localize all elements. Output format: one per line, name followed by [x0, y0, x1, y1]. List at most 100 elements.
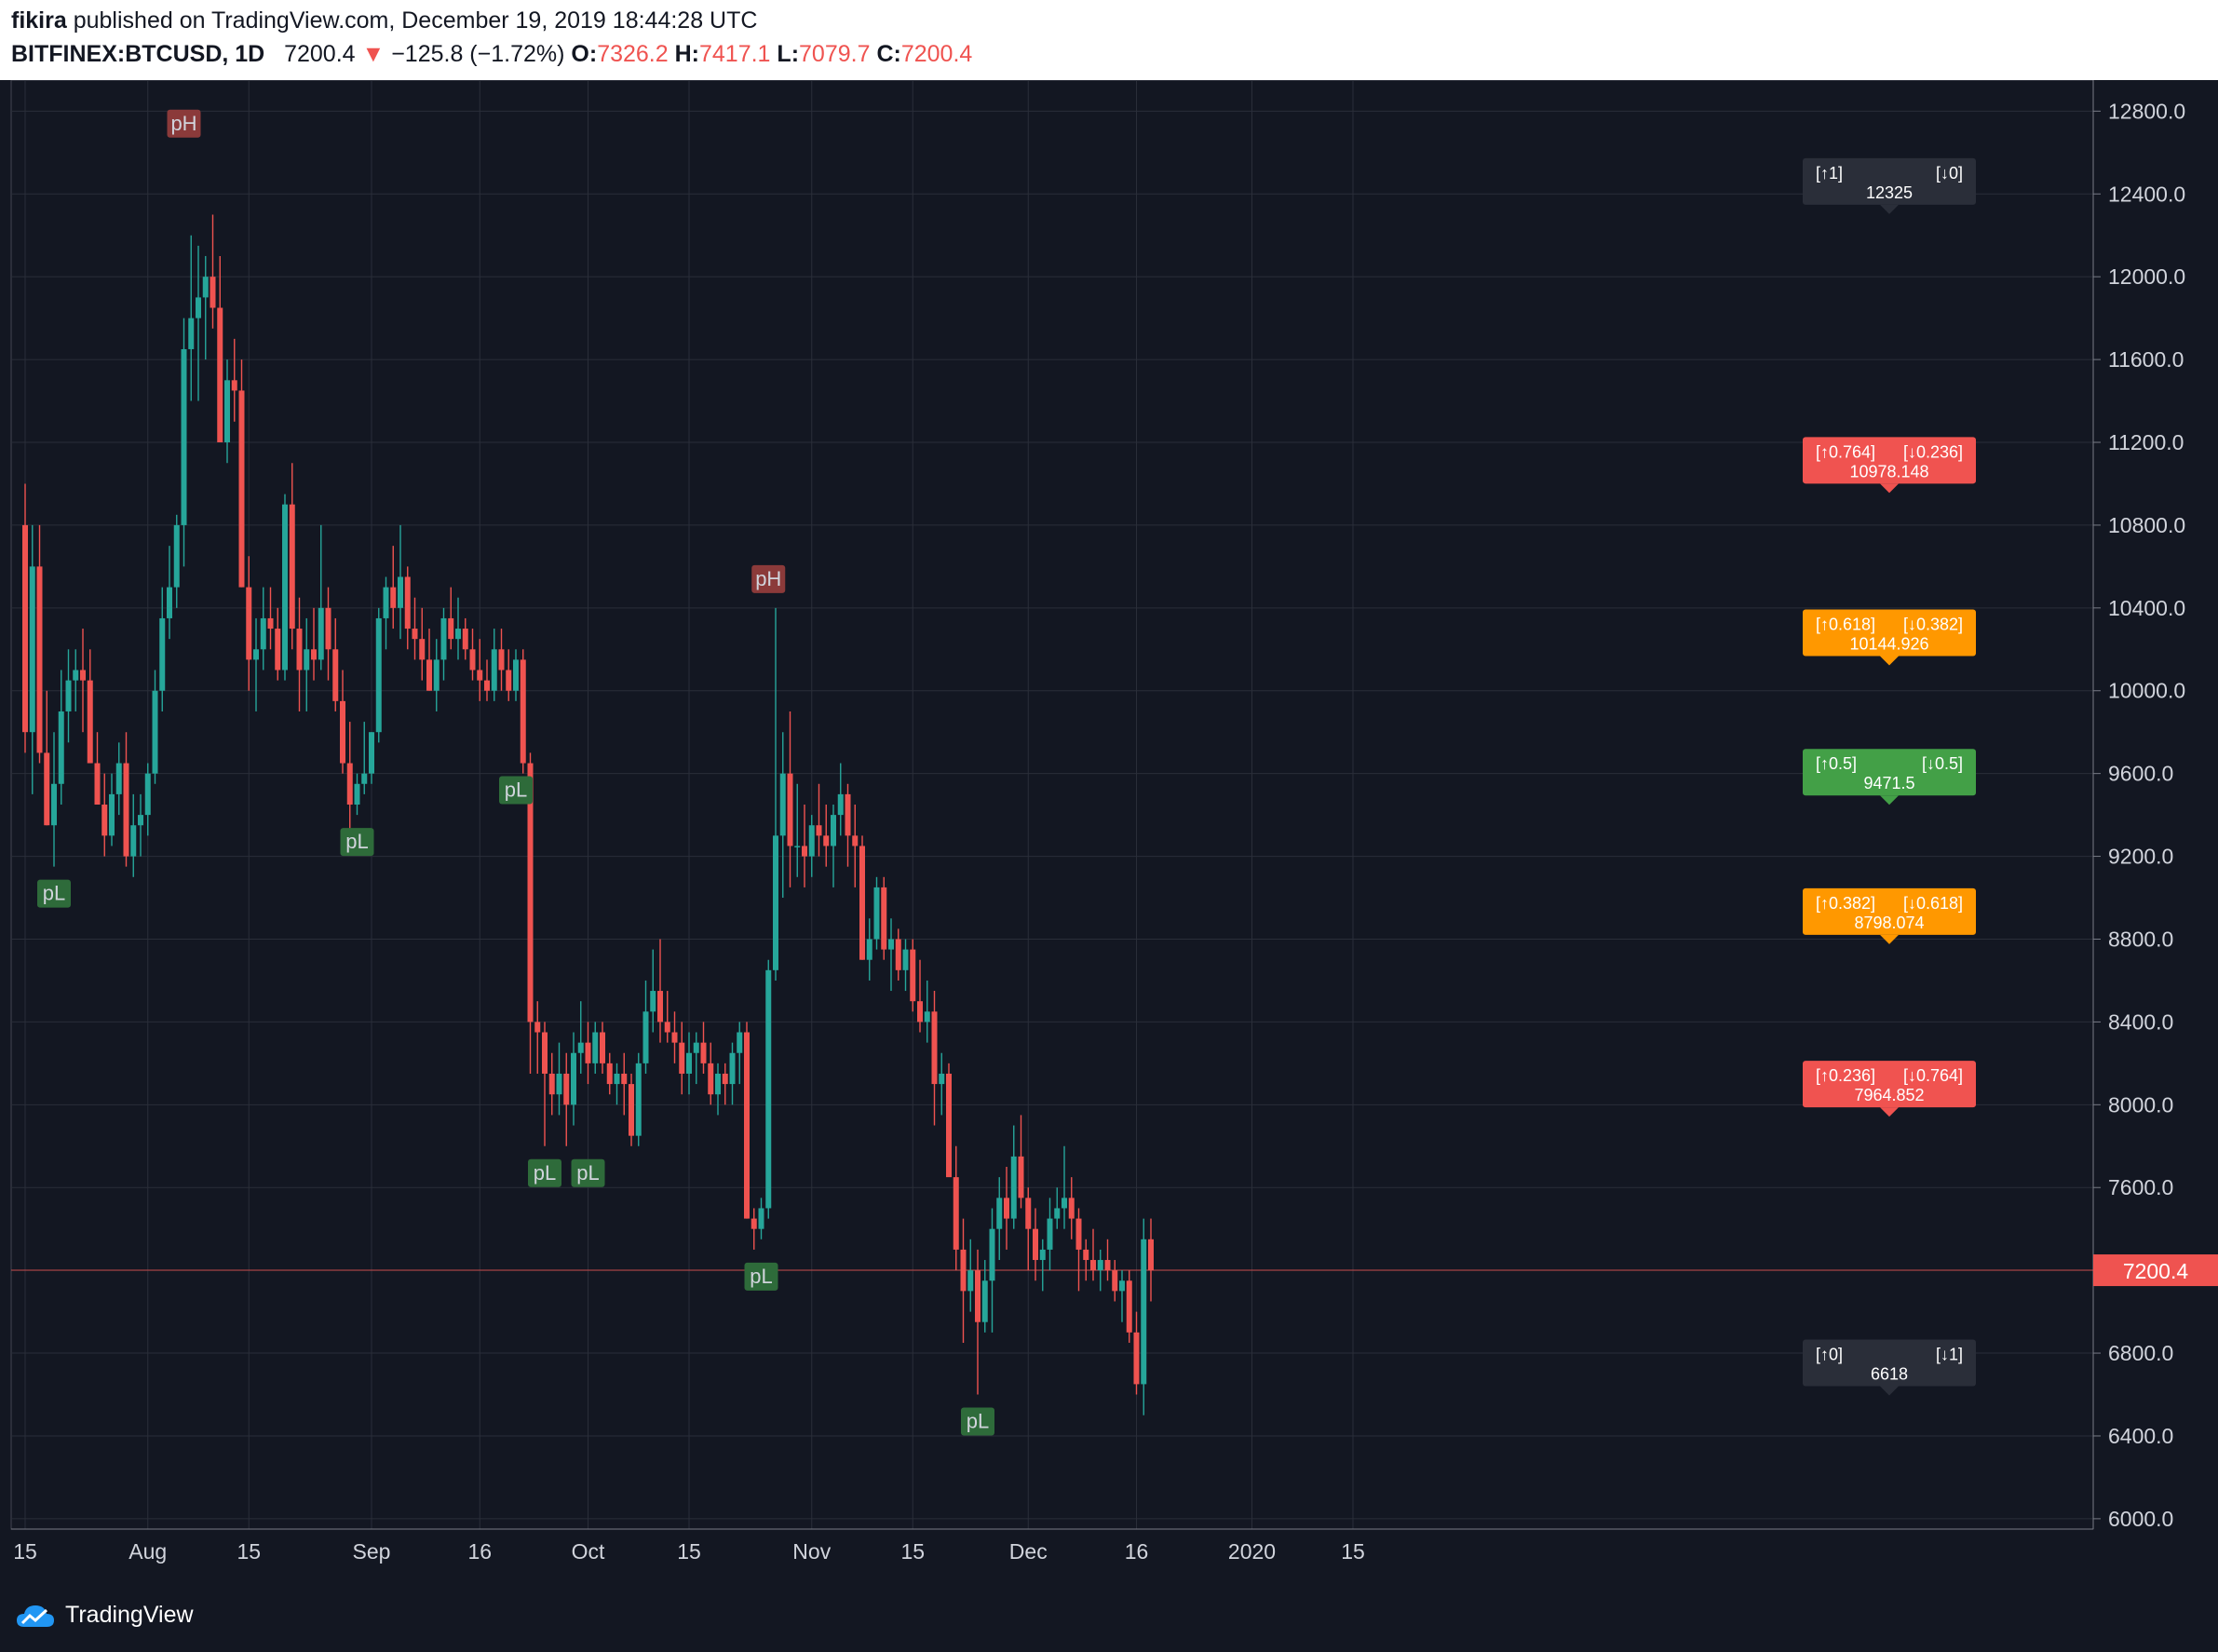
candle-body[interactable]	[629, 1084, 634, 1136]
candle-body[interactable]	[787, 773, 793, 846]
candle-body[interactable]	[700, 1042, 707, 1063]
candle-body[interactable]	[808, 825, 815, 857]
candle-body[interactable]	[548, 1073, 555, 1095]
candle-body[interactable]	[22, 524, 28, 733]
candle-body[interactable]	[975, 1270, 981, 1322]
candle-body[interactable]	[44, 752, 50, 826]
candle-body[interactable]	[744, 1032, 750, 1219]
candle-body[interactable]	[715, 1073, 721, 1095]
candle-body[interactable]	[361, 773, 368, 784]
candle-body[interactable]	[267, 617, 274, 630]
candle-body[interactable]	[325, 607, 331, 650]
candle-body[interactable]	[802, 846, 807, 857]
candle-body[interactable]	[196, 297, 201, 318]
candle-body[interactable]	[433, 659, 440, 691]
candle-body[interactable]	[635, 1063, 642, 1136]
candle-body[interactable]	[123, 763, 129, 857]
candle-body[interactable]	[238, 390, 245, 588]
candle-body[interactable]	[1054, 1208, 1061, 1219]
candle-body[interactable]	[73, 670, 79, 681]
candle-body[interactable]	[1047, 1218, 1053, 1250]
candle-body[interactable]	[917, 1001, 923, 1022]
candle-body[interactable]	[115, 763, 122, 794]
candle-body[interactable]	[506, 670, 512, 691]
candle-body[interactable]	[275, 629, 281, 670]
candle-body[interactable]	[80, 670, 86, 681]
candle-body[interactable]	[398, 576, 403, 608]
candle-body[interactable]	[383, 587, 389, 618]
candle-body[interactable]	[960, 1249, 967, 1292]
candle-body[interactable]	[924, 1011, 930, 1022]
candle-body[interactable]	[577, 1042, 584, 1053]
candle-body[interactable]	[1018, 1156, 1024, 1198]
candle-body[interactable]	[173, 524, 180, 588]
candle-body[interactable]	[542, 1032, 548, 1074]
candle-body[interactable]	[758, 1208, 764, 1229]
candle-body[interactable]	[94, 763, 101, 805]
candle-body[interactable]	[931, 1011, 938, 1085]
candle-body[interactable]	[722, 1073, 728, 1085]
candle-body[interactable]	[375, 617, 382, 733]
candle-body[interactable]	[873, 887, 880, 940]
candle-body[interactable]	[823, 835, 830, 846]
candle-body[interactable]	[231, 380, 237, 391]
candle-body[interactable]	[346, 763, 353, 805]
candle-body[interactable]	[642, 1011, 649, 1063]
candle-body[interactable]	[1126, 1280, 1132, 1333]
candle-body[interactable]	[36, 566, 43, 753]
candle-body[interactable]	[571, 1052, 576, 1105]
candle-body[interactable]	[1039, 1249, 1046, 1261]
candle-body[interactable]	[1033, 1228, 1038, 1261]
candle-body[interactable]	[852, 835, 859, 846]
candle-body[interactable]	[513, 659, 519, 691]
candle-body[interactable]	[109, 793, 115, 836]
candle-body[interactable]	[1010, 1156, 1017, 1219]
candle-body[interactable]	[671, 1032, 678, 1043]
candle-body[interactable]	[600, 1032, 605, 1063]
candle-body[interactable]	[1119, 1280, 1125, 1292]
candle-body[interactable]	[144, 773, 151, 816]
candle-body[interactable]	[1112, 1270, 1118, 1292]
candle-body[interactable]	[794, 846, 801, 847]
candle-body[interactable]	[592, 1032, 599, 1063]
candle-body[interactable]	[816, 825, 822, 836]
candle-body[interactable]	[1097, 1260, 1103, 1271]
candle-body[interactable]	[845, 793, 851, 836]
candle-body[interactable]	[354, 783, 360, 805]
candle-body[interactable]	[708, 1063, 714, 1095]
symbol-name[interactable]: BITFINEX:BTCUSD, 1D	[11, 41, 265, 67]
candle-body[interactable]	[477, 670, 483, 681]
candle-body[interactable]	[340, 700, 345, 764]
candle-body[interactable]	[1075, 1218, 1082, 1250]
candle-body[interactable]	[282, 504, 288, 670]
candle-body[interactable]	[87, 680, 93, 764]
candle-body[interactable]	[462, 629, 468, 650]
candle-body[interactable]	[296, 629, 303, 670]
candle-body[interactable]	[729, 1052, 736, 1085]
candle-body[interactable]	[159, 617, 166, 691]
candle-body[interactable]	[981, 1280, 988, 1322]
candle-body[interactable]	[1068, 1198, 1075, 1219]
tradingview-logo[interactable]: TradingView	[15, 1602, 194, 1629]
candle-body[interactable]	[563, 1073, 570, 1105]
candle-body[interactable]	[318, 607, 324, 660]
candle-body[interactable]	[585, 1042, 591, 1063]
candle-body[interactable]	[751, 1218, 757, 1229]
candle-body[interactable]	[217, 307, 223, 442]
candle-body[interactable]	[202, 277, 209, 298]
candle-body[interactable]	[1148, 1239, 1154, 1271]
candle-body[interactable]	[946, 1073, 952, 1178]
candle-body[interactable]	[426, 659, 432, 691]
candle-body[interactable]	[939, 1073, 945, 1085]
candle-body[interactable]	[224, 380, 230, 442]
candle-body[interactable]	[1062, 1198, 1067, 1209]
candle-body[interactable]	[253, 649, 259, 660]
candle-body[interactable]	[332, 649, 339, 701]
candle-body[interactable]	[657, 991, 663, 1022]
candle-body[interactable]	[419, 639, 426, 660]
candle-body[interactable]	[440, 617, 447, 660]
candle-body[interactable]	[448, 617, 454, 640]
candle-body[interactable]	[910, 949, 916, 1002]
price-chart[interactable]: 6000.06400.06800.07200.07600.08000.08400…	[0, 80, 2218, 1578]
candle-body[interactable]	[837, 793, 844, 816]
